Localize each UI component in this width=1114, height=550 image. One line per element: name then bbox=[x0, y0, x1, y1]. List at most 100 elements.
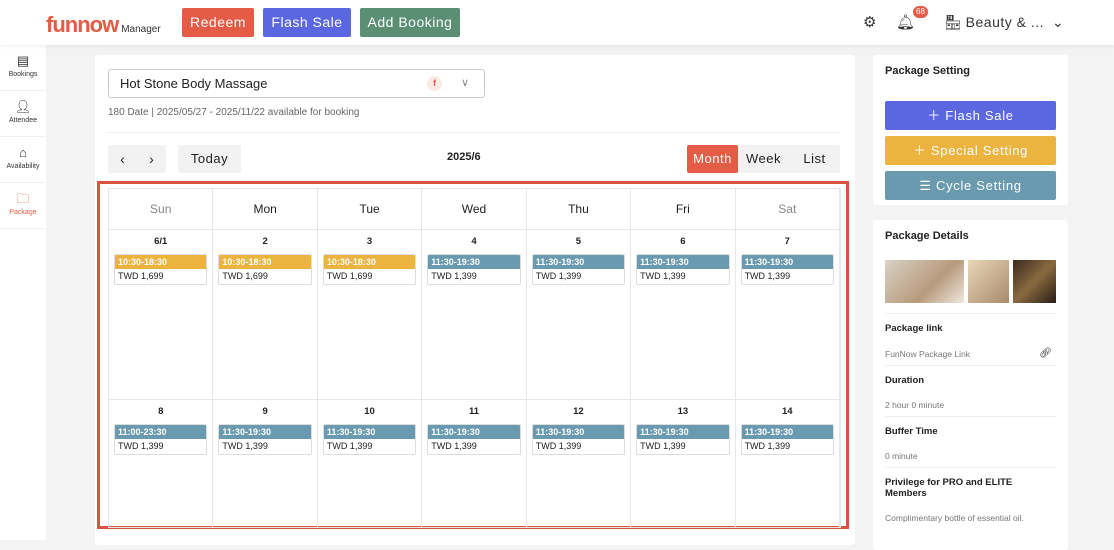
package-image[interactable] bbox=[968, 260, 1009, 303]
calendar-day[interactable]: 14 11:30-19:30 TWD 1,399 bbox=[736, 400, 840, 527]
event-price: TWD 1,399 bbox=[118, 441, 164, 451]
calendar-day[interactable]: 12 11:30-19:30 TWD 1,399 bbox=[527, 400, 632, 527]
calendar-day[interactable]: 13 11:30-19:30 TWD 1,399 bbox=[631, 400, 736, 527]
event-time: 10:30-18:30 bbox=[219, 255, 311, 269]
weekday-header: Fri bbox=[631, 189, 736, 230]
duration-label: Duration bbox=[885, 375, 925, 386]
redeem-button[interactable]: Redeem bbox=[182, 8, 254, 37]
calendar-event[interactable]: 11:30-19:30 TWD 1,399 bbox=[636, 254, 730, 285]
package-details-card: Package Details Package link FunNow Packa… bbox=[873, 220, 1068, 550]
special-setting-button[interactable]: ＋ Special Setting bbox=[885, 136, 1056, 165]
calendar-day[interactable]: 8 11:00-23:30 TWD 1,399 bbox=[109, 400, 214, 527]
notification-badge: 68 bbox=[913, 6, 928, 18]
next-icon[interactable]: › bbox=[149, 151, 154, 167]
sidebar-item-package[interactable]: 🗀 Package bbox=[0, 183, 46, 229]
package-link[interactable]: FunNow Package Link bbox=[885, 348, 971, 359]
sidebar-item-availability[interactable]: ⌂ Availability bbox=[0, 137, 46, 183]
weekday-header: Wed bbox=[422, 189, 527, 230]
chevron-down-icon: ⌄ bbox=[1051, 14, 1064, 30]
event-time: 10:30-18:30 bbox=[323, 255, 416, 269]
label: Special Setting bbox=[930, 143, 1029, 158]
menu-icon: ☰ bbox=[919, 178, 932, 193]
tab-month[interactable]: Month bbox=[687, 145, 738, 173]
package-details-title: Package Details bbox=[885, 230, 969, 242]
event-time: 11:30-19:30 bbox=[637, 255, 729, 269]
funnow-logo[interactable]: funnow Manager bbox=[46, 12, 161, 38]
plus-icon: ＋ bbox=[927, 108, 941, 123]
sidebar-item-attendee[interactable]: 👤︎ Attendee bbox=[0, 91, 46, 137]
label: Cycle Setting bbox=[935, 178, 1022, 193]
package-select[interactable]: Hot Stone Body Massage f ∨ bbox=[108, 69, 485, 98]
calendar-day[interactable]: 7 11:30-19:30 TWD 1,399 bbox=[735, 230, 840, 400]
calendar-day[interactable]: 5 11:30-19:30 TWD 1,399 bbox=[526, 230, 632, 400]
calendar-day[interactable]: 6/1 10:30-18:30 TWD 1,699 bbox=[109, 230, 214, 400]
home-icon: ⌂ bbox=[19, 145, 27, 160]
calendar-panel: Hot Stone Body Massage f ∨ 180 Date | 2025… bbox=[95, 55, 855, 545]
calendar-event[interactable]: 11:30-19:30 TWD 1,399 bbox=[740, 254, 834, 285]
package-image[interactable] bbox=[1013, 260, 1056, 303]
link-icon[interactable]: 🔗︎ bbox=[1039, 348, 1052, 359]
availability-info: 180 Date | 2025/05/27 - 2025/11/22 avail… bbox=[108, 107, 360, 118]
calendar-event[interactable]: 11:30-19:30 TWD 1,399 bbox=[636, 424, 730, 455]
day-number: 7 bbox=[784, 236, 790, 247]
event-price: TWD 1,699 bbox=[222, 271, 268, 281]
label: Package bbox=[9, 209, 37, 216]
day-number: 10 bbox=[364, 406, 375, 417]
label: Flash Sale bbox=[945, 108, 1014, 123]
calendar-day[interactable]: 9 11:30-19:30 TWD 1,399 bbox=[213, 400, 318, 527]
calendar-day[interactable]: 4 11:30-19:30 TWD 1,399 bbox=[422, 230, 527, 400]
day-number: 9 bbox=[262, 406, 268, 417]
gear-icon[interactable]: ⚙ bbox=[863, 14, 877, 31]
bell-icon[interactable]: 🔔︎ bbox=[896, 14, 916, 31]
event-price: TWD 1,399 bbox=[744, 271, 791, 281]
buffer-value: 0 minute bbox=[885, 451, 918, 461]
cycle-setting-button[interactable]: ☰ Cycle Setting bbox=[885, 171, 1056, 200]
event-price: TWD 1,399 bbox=[535, 271, 582, 281]
package-image[interactable] bbox=[885, 260, 964, 303]
calendar-event[interactable]: 11:30-19:30 TWD 1,399 bbox=[740, 424, 834, 455]
day-number: 12 bbox=[573, 406, 584, 417]
document-icon: ▤ bbox=[16, 53, 30, 68]
calendar-day[interactable]: 2 10:30-18:30 TWD 1,699 bbox=[213, 230, 318, 400]
day-number: 5 bbox=[575, 236, 582, 247]
flash-sale-button[interactable]: Flash Sale bbox=[263, 8, 351, 37]
flash-sale-setting-button[interactable]: ＋ Flash Sale bbox=[885, 101, 1056, 130]
calendar-event[interactable]: 10:30-18:30 TWD 1,699 bbox=[322, 254, 417, 285]
event-time: 11:30-19:30 bbox=[741, 255, 833, 269]
calendar-day[interactable]: 10 11:30-19:30 TWD 1,399 bbox=[318, 400, 423, 527]
package-setting-title: Package Setting bbox=[885, 65, 970, 77]
tab-week[interactable]: Week bbox=[746, 151, 781, 166]
store-selector[interactable]: 🏪︎ Beauty & ... ⌄ bbox=[944, 14, 1064, 31]
calendar-event[interactable]: 11:30-19:30 TWD 1,399 bbox=[427, 254, 521, 285]
calendar-event[interactable]: 11:00-23:30 TWD 1,399 bbox=[114, 424, 208, 455]
day-number: 3 bbox=[366, 236, 373, 247]
prev-icon[interactable]: ‹ bbox=[120, 151, 125, 167]
calendar-event[interactable]: 11:30-19:30 TWD 1,399 bbox=[322, 424, 417, 455]
event-time: 10:30-18:30 bbox=[115, 255, 207, 269]
tab-list[interactable]: List bbox=[803, 151, 826, 166]
event-price: TWD 1,699 bbox=[326, 271, 373, 281]
month-calendar: Sun Mon Tue Wed Thu Fri Sat 6/1 10:30-18:30 TWD … bbox=[108, 188, 841, 528]
privilege-value: Complimentary bottle of essential oil. bbox=[885, 513, 1024, 523]
calendar-event[interactable]: 11:30-19:30 TWD 1,399 bbox=[427, 424, 521, 455]
calendar-event[interactable]: 11:30-19:30 TWD 1,399 bbox=[531, 424, 626, 455]
nav-group: ‹ › bbox=[108, 145, 166, 173]
label: Attendee bbox=[8, 117, 38, 124]
add-booking-button[interactable]: Add Booking bbox=[360, 8, 460, 37]
today-button[interactable]: Today bbox=[178, 145, 241, 173]
label: Availability bbox=[6, 163, 40, 170]
calendar-day[interactable]: 3 10:30-18:30 TWD 1,699 bbox=[317, 230, 423, 400]
divider bbox=[108, 132, 840, 133]
package-link-label: Package link bbox=[885, 323, 943, 334]
calendar-event[interactable]: 10:30-18:30 TWD 1,699 bbox=[218, 254, 312, 285]
calendar-event[interactable]: 11:30-19:30 TWD 1,399 bbox=[531, 254, 626, 285]
calendar-event[interactable]: 11:30-19:30 TWD 1,399 bbox=[218, 424, 312, 455]
calendar-day[interactable]: 6 11:30-19:30 TWD 1,399 bbox=[631, 230, 736, 400]
weekday-header: Thu bbox=[526, 189, 632, 230]
sidebar-item-bookings[interactable]: ▤ Bookings bbox=[0, 45, 46, 91]
folder-icon: 🗀 bbox=[16, 191, 30, 206]
event-time: 11:30-19:30 bbox=[428, 255, 520, 269]
event-time: 11:30-19:30 bbox=[637, 425, 729, 439]
calendar-day[interactable]: 11 11:30-19:30 TWD 1,399 bbox=[422, 400, 527, 527]
calendar-event[interactable]: 10:30-18:30 TWD 1,699 bbox=[114, 254, 208, 285]
